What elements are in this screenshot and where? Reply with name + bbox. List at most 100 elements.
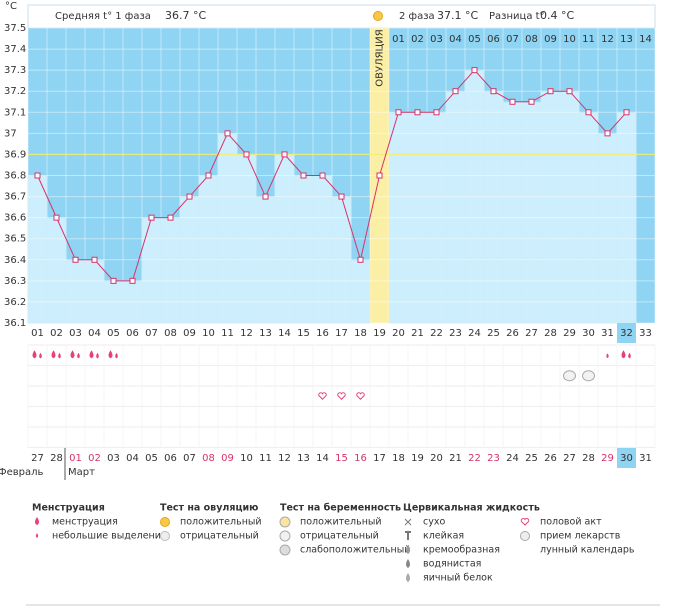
x-tick-label: 05: [107, 328, 120, 339]
legend-icon: [279, 544, 291, 556]
temperature-point: [490, 88, 497, 95]
phase2-day: 14: [639, 34, 652, 45]
bar: [27, 175, 48, 324]
y-tick-label: 36.1: [4, 318, 26, 329]
y-tick-label: 36.7: [4, 192, 26, 203]
bar: [540, 90, 561, 324]
legend-item: кремообразная: [423, 545, 500, 556]
menstruation-icon: [70, 350, 75, 359]
x-tick-label: 07: [145, 328, 158, 339]
date-label: 12: [278, 453, 291, 464]
date-label: 27: [31, 453, 44, 464]
phase2-day: 04: [449, 34, 462, 45]
x-tick-label: 26: [506, 328, 519, 339]
date-label: 19: [411, 453, 424, 464]
temperature-point: [433, 109, 440, 116]
legend-icon: [406, 559, 410, 568]
legend-icon: [406, 545, 410, 554]
legend-item: менструация: [52, 517, 118, 528]
phase2-day: 06: [487, 34, 500, 45]
temperature-point: [395, 109, 402, 116]
x-tick-label: 12: [240, 328, 253, 339]
legend-title: Цервикальная жидкость: [403, 503, 540, 514]
x-tick-label: 32: [620, 328, 633, 339]
legend-icon: [405, 531, 411, 540]
legend-item: водянистая: [423, 559, 481, 570]
today-box: [617, 323, 636, 343]
temperature-point: [471, 67, 478, 74]
intercourse-icon: [356, 392, 365, 400]
phase2-day: 01: [392, 34, 405, 45]
phase2-day: 02: [411, 34, 424, 45]
temperature-point: [452, 88, 459, 95]
legend-item: положительный: [300, 517, 382, 528]
menstruation-icon: [115, 352, 118, 359]
phase2-day: 10: [563, 34, 576, 45]
temperature-point: [623, 109, 630, 116]
legend-item: половой акт: [540, 517, 602, 528]
menstruation-icon: [89, 350, 94, 359]
legend-icon: [404, 518, 412, 526]
x-tick-label: 04: [88, 328, 101, 339]
date-label: 17: [373, 453, 386, 464]
bar: [483, 90, 504, 324]
x-tick-label: 25: [487, 328, 500, 339]
phase2-day: 07: [506, 34, 519, 45]
date-label: 11: [259, 453, 272, 464]
menstruation-icon: [628, 352, 631, 359]
temperature-point: [338, 193, 345, 200]
month-label: Февраль: [0, 467, 44, 478]
temperature-point: [547, 88, 554, 95]
today-date-box: [617, 448, 636, 468]
legend-item: отрицательный: [180, 531, 259, 542]
month-label: Март: [68, 467, 95, 478]
bar: [65, 259, 86, 324]
temperature-line: [37, 69, 627, 282]
date-label: 01: [69, 453, 82, 464]
temperature-point: [357, 256, 364, 263]
date-label: 14: [316, 453, 329, 464]
date-label: 28: [582, 453, 595, 464]
y-tick-label: 36.2: [4, 297, 26, 308]
temperature-point: [262, 193, 269, 200]
menstruation-icon: [96, 352, 99, 359]
y-tick-label: 36.9: [4, 149, 26, 160]
bar: [141, 217, 162, 324]
legend-icon: [522, 545, 527, 555]
x-tick-label: 16: [316, 328, 329, 339]
temperature-point: [53, 214, 60, 221]
temperature-point: [224, 130, 231, 137]
y-tick-label: 36.3: [4, 276, 26, 287]
menstruation-icon: [51, 350, 56, 359]
legend-icon: [520, 518, 530, 526]
date-label: 25: [525, 453, 538, 464]
bar: [160, 217, 181, 324]
y-unit: °C: [5, 1, 17, 12]
legend-title: Тест на овуляцию: [160, 503, 258, 514]
temperature-point: [205, 172, 212, 179]
bar: [445, 90, 466, 324]
intercourse-icon: [337, 392, 346, 400]
x-tick-label: 14: [278, 328, 291, 339]
legend-title: Тест на беременность: [280, 503, 401, 514]
date-label: 09: [221, 453, 234, 464]
x-tick-label: 18: [354, 328, 367, 339]
phase2-day: 05: [468, 34, 481, 45]
bar: [293, 175, 314, 324]
menstruation-icon: [39, 352, 42, 359]
temperature-point: [186, 193, 193, 200]
date-label: 18: [392, 453, 405, 464]
date-label: 07: [183, 453, 196, 464]
x-tick-label: 09: [183, 328, 196, 339]
bar: [198, 175, 219, 324]
legend-item: отрицательный: [300, 531, 379, 542]
x-tick-label: 19: [373, 328, 386, 339]
phase2-day: 08: [525, 34, 538, 45]
y-tick-label: 37: [4, 128, 17, 139]
phase2-day: 13: [620, 34, 633, 45]
x-tick-label: 20: [392, 328, 405, 339]
menstruation-icon: [77, 352, 80, 359]
date-label: 06: [164, 453, 177, 464]
legend-item: сухо: [423, 517, 445, 528]
